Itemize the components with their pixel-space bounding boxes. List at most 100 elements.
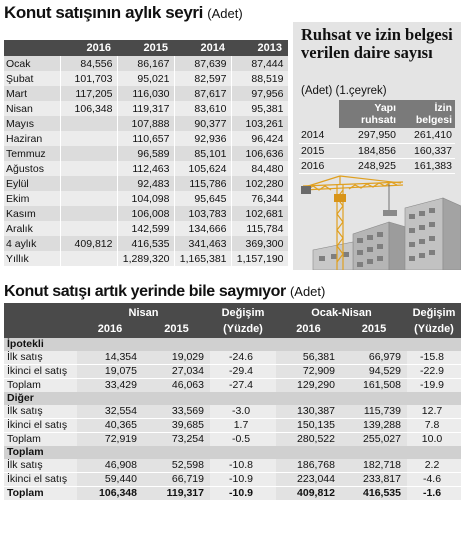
comparison-count-value: 66,979 bbox=[341, 351, 407, 365]
monthly-value-2013: 76,344 bbox=[231, 191, 289, 206]
monthly-header-2014: 2014 bbox=[174, 40, 231, 56]
comparison-header-yuzde-2: (Yüzde) bbox=[407, 321, 461, 338]
monthly-value-2015: 416,535 bbox=[117, 236, 175, 251]
monthly-value-2016 bbox=[60, 116, 118, 131]
comparison-change-value: -10.9 bbox=[210, 472, 276, 487]
comparison-row: İlk satış 32,554 33,569 -3.0 130,387 115,739 1… bbox=[4, 405, 461, 419]
comparison-group-spacer bbox=[407, 392, 461, 405]
monthly-month-label: Ocak bbox=[4, 56, 61, 71]
permit-year: 2015 bbox=[299, 143, 339, 159]
comparison-change-value: -4.6 bbox=[407, 472, 461, 487]
comparison-group-spacer bbox=[210, 338, 276, 351]
monthly-value-2013: 369,300 bbox=[231, 236, 289, 251]
comparison-change-value: -29.4 bbox=[210, 364, 276, 379]
monthly-value-2016 bbox=[60, 161, 118, 176]
monthly-value-2013: 106,636 bbox=[231, 146, 289, 161]
monthly-row: Ocak 84,556 86,167 87,639 87,444 bbox=[4, 56, 289, 71]
monthly-value-2014: 90,377 bbox=[174, 116, 232, 131]
monthly-row: Ağustos 112,463 105,624 84,480 bbox=[4, 161, 289, 176]
monthly-header-2013: 2013 bbox=[231, 40, 288, 56]
comparison-header-row-2: 2016 2015 (Yüzde) 2016 2015 (Yüzde) bbox=[4, 321, 461, 338]
comparison-count-value: 33,429 bbox=[77, 378, 143, 392]
monthly-value-2015: 112,463 bbox=[117, 161, 175, 176]
comparison-change-value: -27.4 bbox=[210, 378, 276, 392]
monthly-value-2013: 95,381 bbox=[231, 101, 289, 116]
monthly-month-label: Haziran bbox=[4, 131, 61, 146]
monthly-row: Mayıs 107,888 90,377 103,261 bbox=[4, 116, 289, 131]
monthly-month-label: Mayıs bbox=[4, 116, 61, 131]
comparison-count-value: 182,718 bbox=[341, 459, 407, 473]
monthly-value-2013: 84,480 bbox=[231, 161, 289, 176]
comparison-header-blank bbox=[4, 303, 77, 321]
comparison-row-label: Toplam bbox=[4, 432, 77, 446]
monthly-value-2014: 105,624 bbox=[174, 161, 232, 176]
comparison-change-value: -22.9 bbox=[407, 364, 461, 379]
comparison-group-spacer bbox=[77, 338, 143, 351]
monthly-value-2013: 88,519 bbox=[231, 71, 289, 86]
permit-subtitle: (Adet) (1.çeyrek) bbox=[301, 85, 387, 97]
comparison-header-degisim-2: Değişim bbox=[407, 303, 461, 321]
comparison-header-nisan-2016: 2016 bbox=[77, 321, 143, 338]
comparison-change-value: -0.5 bbox=[210, 432, 276, 446]
monthly-value-2015: 96,589 bbox=[117, 146, 175, 161]
comparison-count-value: 223,044 bbox=[276, 472, 341, 487]
monthly-value-2016: 106,348 bbox=[60, 101, 118, 116]
monthly-value-2015: 119,317 bbox=[117, 101, 175, 116]
monthly-value-2013: 102,280 bbox=[231, 176, 289, 191]
monthly-value-2016: 409,812 bbox=[60, 236, 118, 251]
monthly-value-2015: 116,030 bbox=[117, 86, 175, 101]
comparison-count-value: 46,063 bbox=[143, 378, 210, 392]
comparison-row: İkinci el satış 59,440 66,719 -10.9 223,044 2… bbox=[4, 472, 461, 487]
comparison-count-value: 233,817 bbox=[341, 472, 407, 487]
comparison-count-value: 59,440 bbox=[77, 472, 143, 487]
comparison-change-value: 7.8 bbox=[407, 418, 461, 433]
comparison-change-value: 12.7 bbox=[407, 405, 461, 419]
comparison-count-value: 280,522 bbox=[276, 432, 341, 446]
comparison-count-value: 40,365 bbox=[77, 418, 143, 433]
permit-header-row: Yapı ruhsatı İzin belgesi bbox=[299, 100, 455, 128]
comparison-row: İkinci el satış 40,365 39,685 1.7 150,135 139… bbox=[4, 418, 461, 433]
comparison-group-row: Toplam bbox=[4, 446, 461, 459]
comparison-count-value: 130,387 bbox=[276, 405, 341, 419]
monthly-header-row: 2016 2015 2014 2013 bbox=[4, 40, 288, 56]
comparison-count-value: 129,290 bbox=[276, 378, 341, 392]
monthly-value-2014: 341,463 bbox=[174, 236, 232, 251]
monthly-value-2013: 1,157,190 bbox=[231, 251, 289, 266]
comparison-group-name: Diğer bbox=[4, 392, 77, 405]
permit-year: 2014 bbox=[299, 128, 339, 144]
permit-ruhsat-value: 248,925 bbox=[339, 158, 399, 174]
comparison-count-value: 27,034 bbox=[143, 364, 210, 379]
comparison-header-ocak-nisan: Ocak-Nisan bbox=[276, 303, 407, 321]
monthly-sales-unit: (Adet) bbox=[207, 6, 243, 21]
permit-izin-value: 160,337 bbox=[399, 143, 455, 159]
monthly-header-2016: 2016 bbox=[60, 40, 117, 56]
permit-header-blank bbox=[299, 100, 339, 128]
monthly-value-2015: 142,599 bbox=[117, 221, 175, 236]
comparison-header-ocak-2016: 2016 bbox=[276, 321, 341, 338]
construction-crane-illustration bbox=[301, 175, 461, 270]
comparison-group-spacer bbox=[210, 392, 276, 405]
monthly-row: 4 aylık 409,812 416,535 341,463 369,300 bbox=[4, 236, 289, 251]
comparison-change-value: -15.8 bbox=[407, 351, 461, 365]
monthly-value-2013: 102,681 bbox=[231, 206, 289, 221]
comparison-row-label: Toplam bbox=[4, 378, 77, 392]
monthly-value-2014: 87,617 bbox=[174, 86, 232, 101]
monthly-header-2015: 2015 bbox=[117, 40, 174, 56]
permit-row: 2014 297,950 261,410 bbox=[299, 128, 455, 144]
permit-row: 2015 184,856 160,337 bbox=[299, 143, 455, 159]
monthly-value-2016: 101,703 bbox=[60, 71, 118, 86]
comparison-count-value: 14,354 bbox=[77, 351, 143, 365]
comparison-count-value: 94,529 bbox=[341, 364, 407, 379]
comparison-row: Toplam 33,429 46,063 -27.4 129,290 161,508 -19… bbox=[4, 378, 461, 392]
comparison-group-spacer bbox=[143, 392, 210, 405]
comparison-header-degisim-1: Değişim bbox=[210, 303, 276, 321]
permit-header-ruhsat: Yapı ruhsatı bbox=[339, 100, 399, 128]
comparison-count-value: 72,919 bbox=[77, 432, 143, 446]
comparison-row: İkinci el satış 19,075 27,034 -29.4 72,909 94… bbox=[4, 364, 461, 379]
comparison-group-spacer bbox=[407, 338, 461, 351]
monthly-value-2014: 115,786 bbox=[174, 176, 232, 191]
comparison-count-value: 52,598 bbox=[143, 459, 210, 473]
monthly-value-2014: 134,666 bbox=[174, 221, 232, 236]
comparison-group-name: Toplam bbox=[4, 446, 77, 459]
comparison-group-spacer bbox=[276, 338, 341, 351]
